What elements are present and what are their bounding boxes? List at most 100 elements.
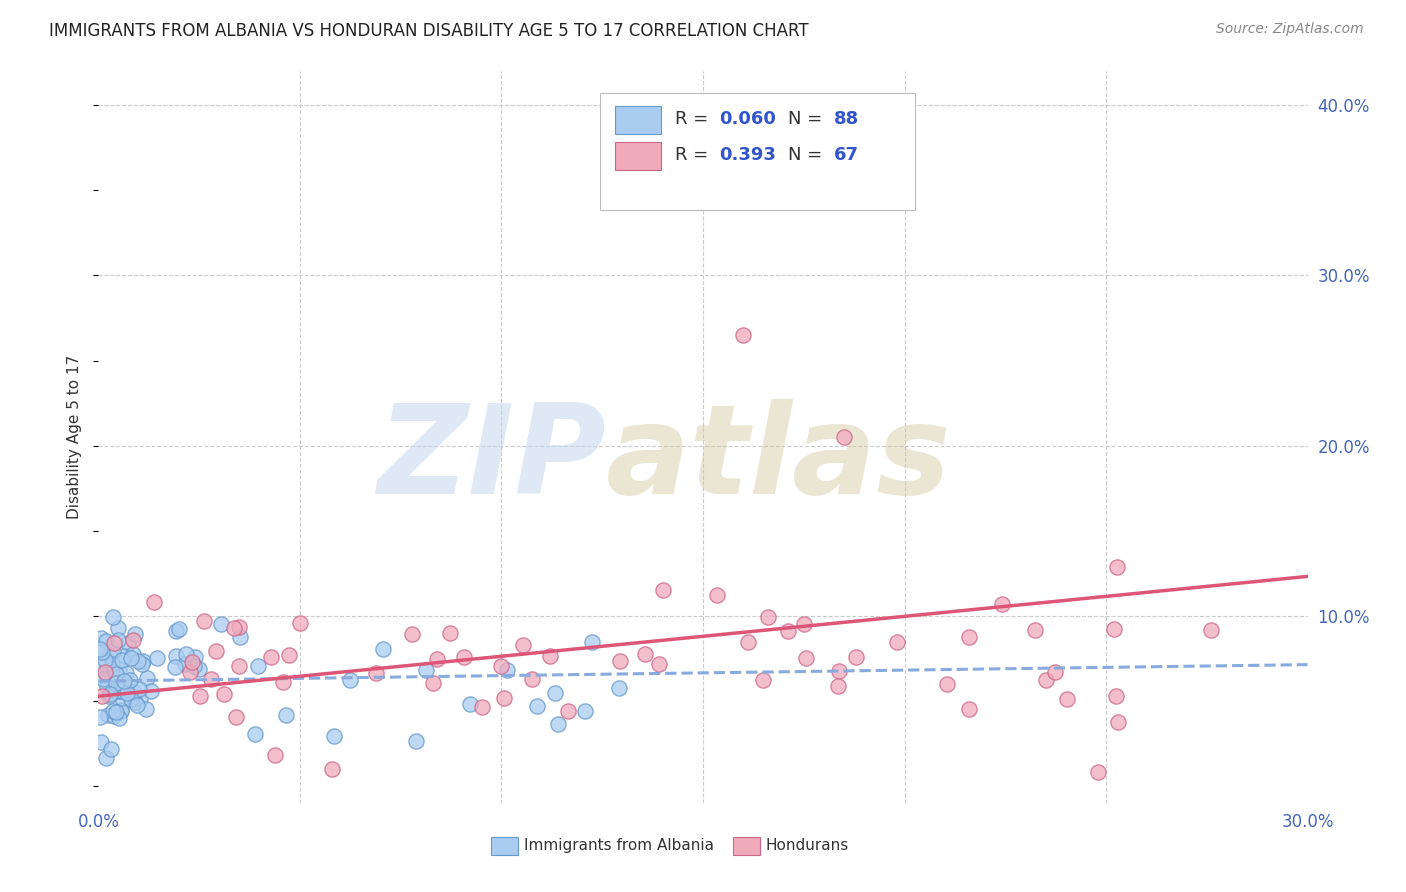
Point [845,649,868,664]
FancyBboxPatch shape [600,94,915,211]
FancyBboxPatch shape [614,106,661,134]
Point [111,653,134,667]
Point [94,665,117,679]
Point [103,636,125,650]
Point [371,642,394,657]
Point [128,682,150,697]
Point [117,636,139,650]
Point [122,685,145,699]
Point [200,672,222,686]
Point [512,638,534,652]
Point [179,665,201,679]
Point [224,621,246,635]
Point [89,641,111,656]
Point [173,657,195,672]
Point [935,676,957,690]
Point [120,673,142,688]
Point [494,691,516,706]
Point [105,681,128,695]
Point [647,657,669,671]
Point [453,649,475,664]
Point [271,675,294,690]
Point [132,654,155,668]
Point [94,634,117,648]
Point [111,684,134,698]
Point [228,620,250,634]
Text: Immigrants from Albania: Immigrants from Albania [524,838,714,853]
Point [183,658,205,673]
Point [176,648,198,662]
Point [415,663,437,677]
Point [1107,560,1129,574]
Point [1087,765,1109,780]
Text: Source: ZipAtlas.com: Source: ZipAtlas.com [1216,22,1364,37]
Point [165,648,187,663]
Text: 88: 88 [834,110,859,128]
Point [125,698,148,713]
Point [107,621,129,635]
Point [1056,692,1078,706]
Point [458,697,481,711]
Point [205,644,228,658]
Text: R =: R = [675,146,714,164]
Point [100,741,122,756]
Point [522,672,544,686]
Text: Hondurans: Hondurans [766,838,849,853]
Point [103,609,125,624]
Y-axis label: Disability Age 5 to 17: Disability Age 5 to 17 [67,355,83,519]
Point [89,660,111,674]
Point [245,727,267,741]
Point [609,654,631,668]
Point [229,630,252,644]
Point [124,626,146,640]
Text: 67: 67 [834,146,859,164]
Point [108,711,131,725]
Point [146,651,169,665]
Point [634,648,657,662]
Point [165,624,187,639]
Point [225,709,247,723]
Point [111,690,134,705]
Point [107,632,129,647]
Point [1035,673,1057,687]
Text: atlas: atlas [606,399,952,519]
Point [98,687,121,701]
Point [247,659,270,673]
Point [89,710,111,724]
Point [114,666,136,681]
Point [120,692,142,706]
Point [339,673,361,687]
Point [91,690,114,704]
Point [101,657,124,671]
Point [143,594,166,608]
Point [105,684,128,698]
Point [97,707,120,722]
Point [90,734,112,748]
Point [139,684,162,698]
Point [90,669,112,683]
Point [121,633,143,648]
Point [264,747,287,762]
Point [128,691,150,706]
Point [184,649,207,664]
Point [277,648,299,662]
Point [96,750,118,764]
Point [491,659,513,673]
Point [110,704,132,718]
Point [1105,689,1128,703]
Point [108,683,131,698]
Point [526,698,548,713]
Point [581,635,603,649]
Point [90,645,112,659]
Point [228,659,250,673]
Point [957,630,980,644]
Point [439,625,461,640]
Text: ZIP: ZIP [378,399,606,519]
Point [107,662,129,676]
Point [1201,623,1223,637]
Point [110,703,132,717]
Point [756,609,779,624]
Point [706,588,728,602]
Point [401,627,423,641]
Point [832,430,855,444]
